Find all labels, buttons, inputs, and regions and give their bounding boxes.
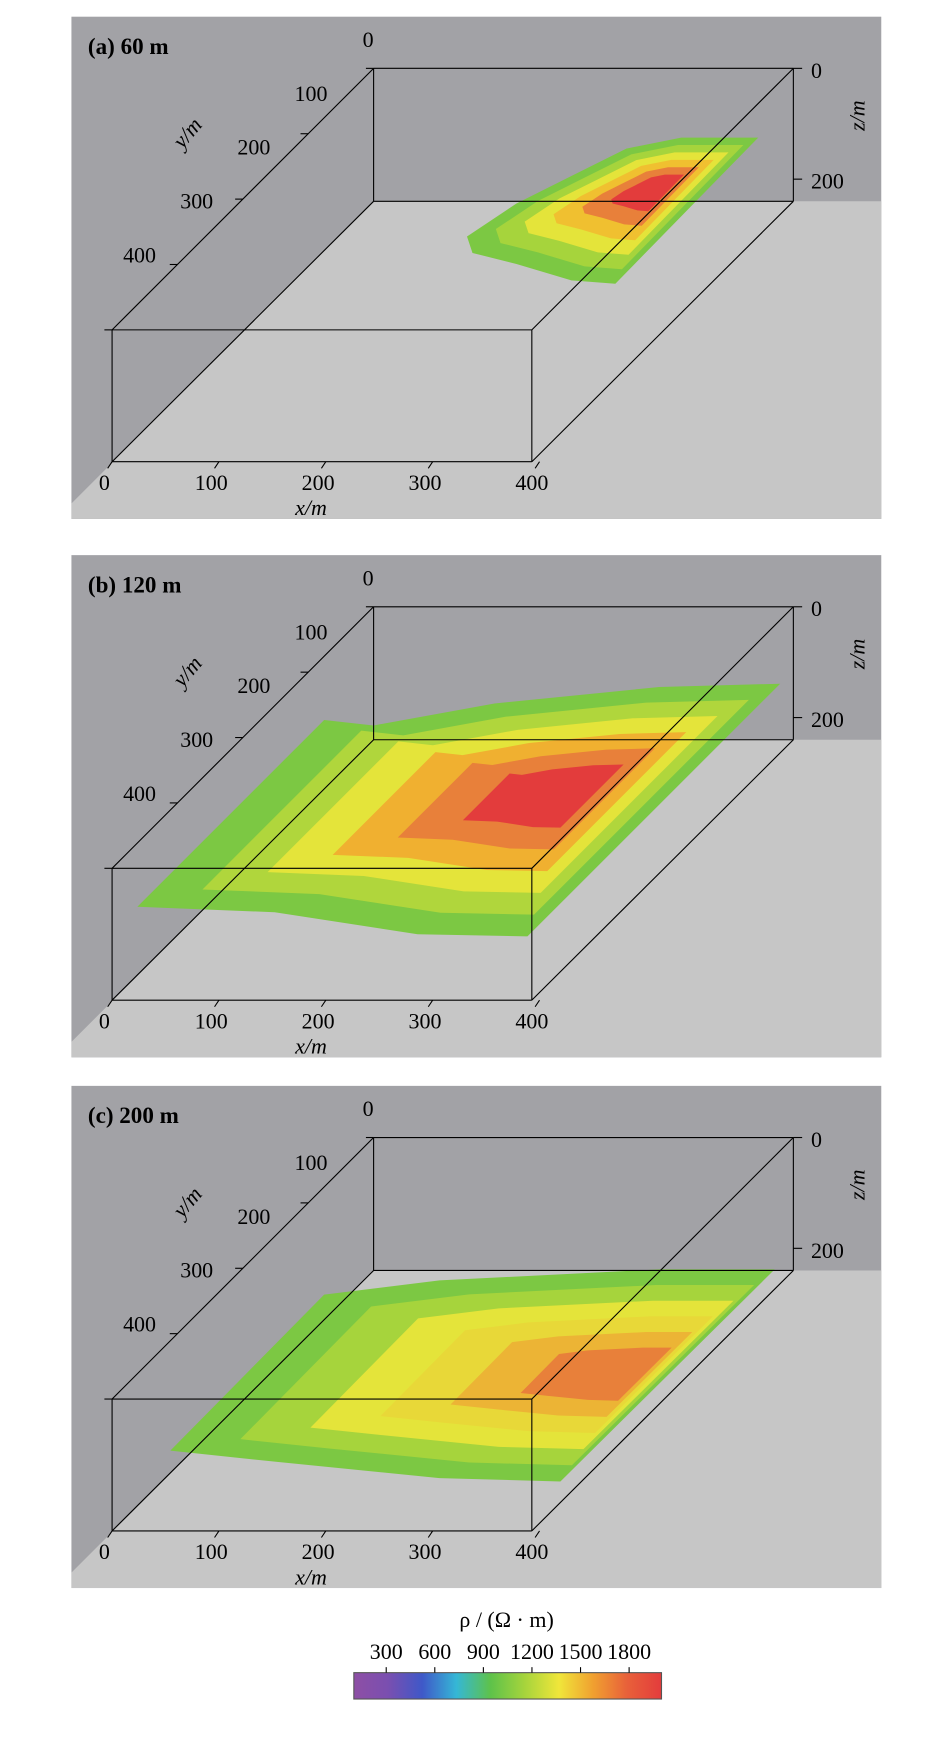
colorbar-tick-label: 1800 <box>607 1639 651 1664</box>
z-tick-label: 200 <box>811 169 844 194</box>
x-tick-label: 0 <box>99 1008 110 1033</box>
resistivity-band <box>611 174 685 212</box>
x-tick <box>534 461 540 469</box>
x-axis-label: x/m <box>294 1564 327 1589</box>
x-tick <box>320 1530 327 1538</box>
x-tick <box>427 1530 434 1538</box>
colorbar-tick-label: 1200 <box>510 1639 554 1664</box>
colorbar-tick-label: 600 <box>418 1639 451 1664</box>
x-tick <box>427 461 434 469</box>
y-tick-label: 400 <box>123 781 156 806</box>
panel-title: (c) 200 m <box>88 1102 179 1128</box>
box-edge <box>531 67 794 331</box>
colorbar-tick-label: 900 <box>467 1639 500 1664</box>
x-tick <box>320 999 327 1008</box>
x-tick <box>534 1530 540 1538</box>
x-tick-label: 400 <box>515 1008 548 1033</box>
colorbar-tick-label: 300 <box>370 1639 403 1664</box>
floor-background <box>71 201 882 519</box>
panel: (b) 120 m0 100 200 300 400x/m0100200300400y/… <box>71 555 882 1059</box>
x-tick <box>534 999 540 1008</box>
y-tick-label: 400 <box>123 1312 156 1337</box>
x-tick-label: 0 <box>99 470 110 495</box>
panel-title: (b) 120 m <box>88 571 182 597</box>
box-edge <box>111 1270 374 1532</box>
x-axis-label: x/m <box>294 495 327 520</box>
box-edge <box>111 739 374 1001</box>
y-tick-label: 200 <box>237 673 270 698</box>
box-edge <box>531 739 794 1001</box>
z-tick-label: 0 <box>811 1127 822 1152</box>
x-tick-label: 400 <box>515 470 548 495</box>
x-tick-label: 300 <box>408 470 441 495</box>
y-tick-label: 300 <box>180 727 213 752</box>
z-tick-label: 0 <box>811 596 822 621</box>
x-tick-label: 200 <box>302 1539 335 1564</box>
z-axis-label: z/m <box>844 1170 869 1202</box>
colorbar <box>353 1672 663 1700</box>
resistivity-band <box>520 1347 672 1401</box>
box-edge <box>531 1270 794 1532</box>
z-tick-label: 200 <box>811 707 844 732</box>
x-tick <box>107 461 113 469</box>
y-tick-label: 0 <box>363 27 374 52</box>
x-tick <box>107 1530 113 1538</box>
resistivity-band <box>462 764 624 828</box>
x-tick <box>214 461 220 469</box>
box-edge <box>531 200 794 463</box>
z-axis-label: z/m <box>844 639 869 671</box>
panel: (a) 60 m0 100 200 300 400x/m0100200300400y/m… <box>71 16 882 520</box>
x-tick-label: 300 <box>408 1539 441 1564</box>
x-axis-label: x/m <box>294 1034 327 1059</box>
x-tick-label: 200 <box>302 1008 335 1033</box>
x-tick-label: 200 <box>302 470 335 495</box>
box-edge <box>531 1137 794 1400</box>
y-tick-label: 0 <box>363 1096 374 1121</box>
y-tick-label: 0 <box>363 565 374 590</box>
x-tick <box>107 999 113 1008</box>
colorbar-tick-label: 1500 <box>559 1639 603 1664</box>
y-tick-label: 300 <box>180 189 213 214</box>
x-tick-label: 100 <box>195 470 228 495</box>
y-tick-label: 200 <box>237 135 270 160</box>
box-edge <box>531 606 794 869</box>
x-tick-label: 400 <box>515 1539 548 1564</box>
x-tick-label: 300 <box>408 1008 441 1033</box>
colorbar-title: ρ / (Ω · m) <box>459 1607 553 1632</box>
y-tick-label: 100 <box>294 1150 327 1175</box>
y-tick-label: 200 <box>237 1204 270 1229</box>
y-tick-label: 300 <box>180 1258 213 1283</box>
y-tick-label: 100 <box>294 81 327 106</box>
z-tick-label: 200 <box>811 1238 844 1263</box>
y-tick-label: 400 <box>123 242 156 267</box>
y-tick-label: 100 <box>294 619 327 644</box>
panel-title: (a) 60 m <box>88 33 169 59</box>
x-tick-label: 100 <box>195 1539 228 1564</box>
x-tick <box>214 999 220 1008</box>
z-tick-label: 0 <box>811 58 822 83</box>
x-tick-label: 0 <box>99 1539 110 1564</box>
x-tick-label: 100 <box>195 1008 228 1033</box>
x-tick <box>320 461 327 469</box>
z-axis-label: z/m <box>844 100 869 132</box>
x-tick <box>427 999 434 1008</box>
x-tick <box>214 1530 220 1538</box>
panel: (c) 200 m0 100 200 300 400x/m0100200300400y/… <box>71 1085 882 1589</box>
box-edge <box>111 200 374 463</box>
